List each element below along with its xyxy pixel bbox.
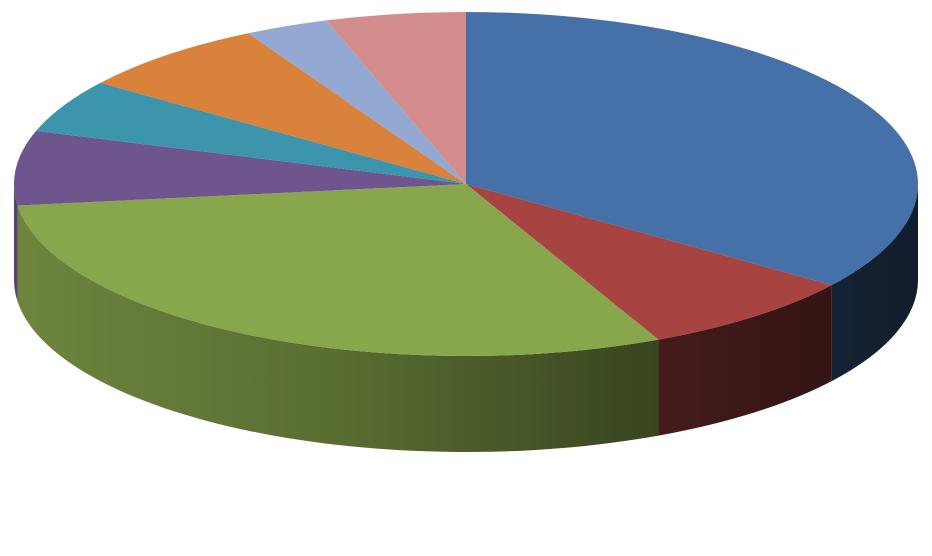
pie-slice-5 xyxy=(36,82,466,184)
pie-side-walls xyxy=(14,184,918,452)
pie-slice-8 xyxy=(326,12,466,184)
pie-slice-6 xyxy=(100,33,467,184)
pie-slice-2 xyxy=(466,184,832,340)
pie-slice-7 xyxy=(248,20,466,185)
pie-slice-4 xyxy=(14,130,467,206)
pie-slice-side-4 xyxy=(14,184,18,302)
pie-slice-3 xyxy=(17,184,659,357)
pie-slice-side-1 xyxy=(831,184,918,382)
pie-slice-side-2 xyxy=(658,285,832,436)
pie-slice-1 xyxy=(466,12,918,286)
pie-slices xyxy=(14,12,918,357)
pie-slice-side-3 xyxy=(17,205,659,452)
